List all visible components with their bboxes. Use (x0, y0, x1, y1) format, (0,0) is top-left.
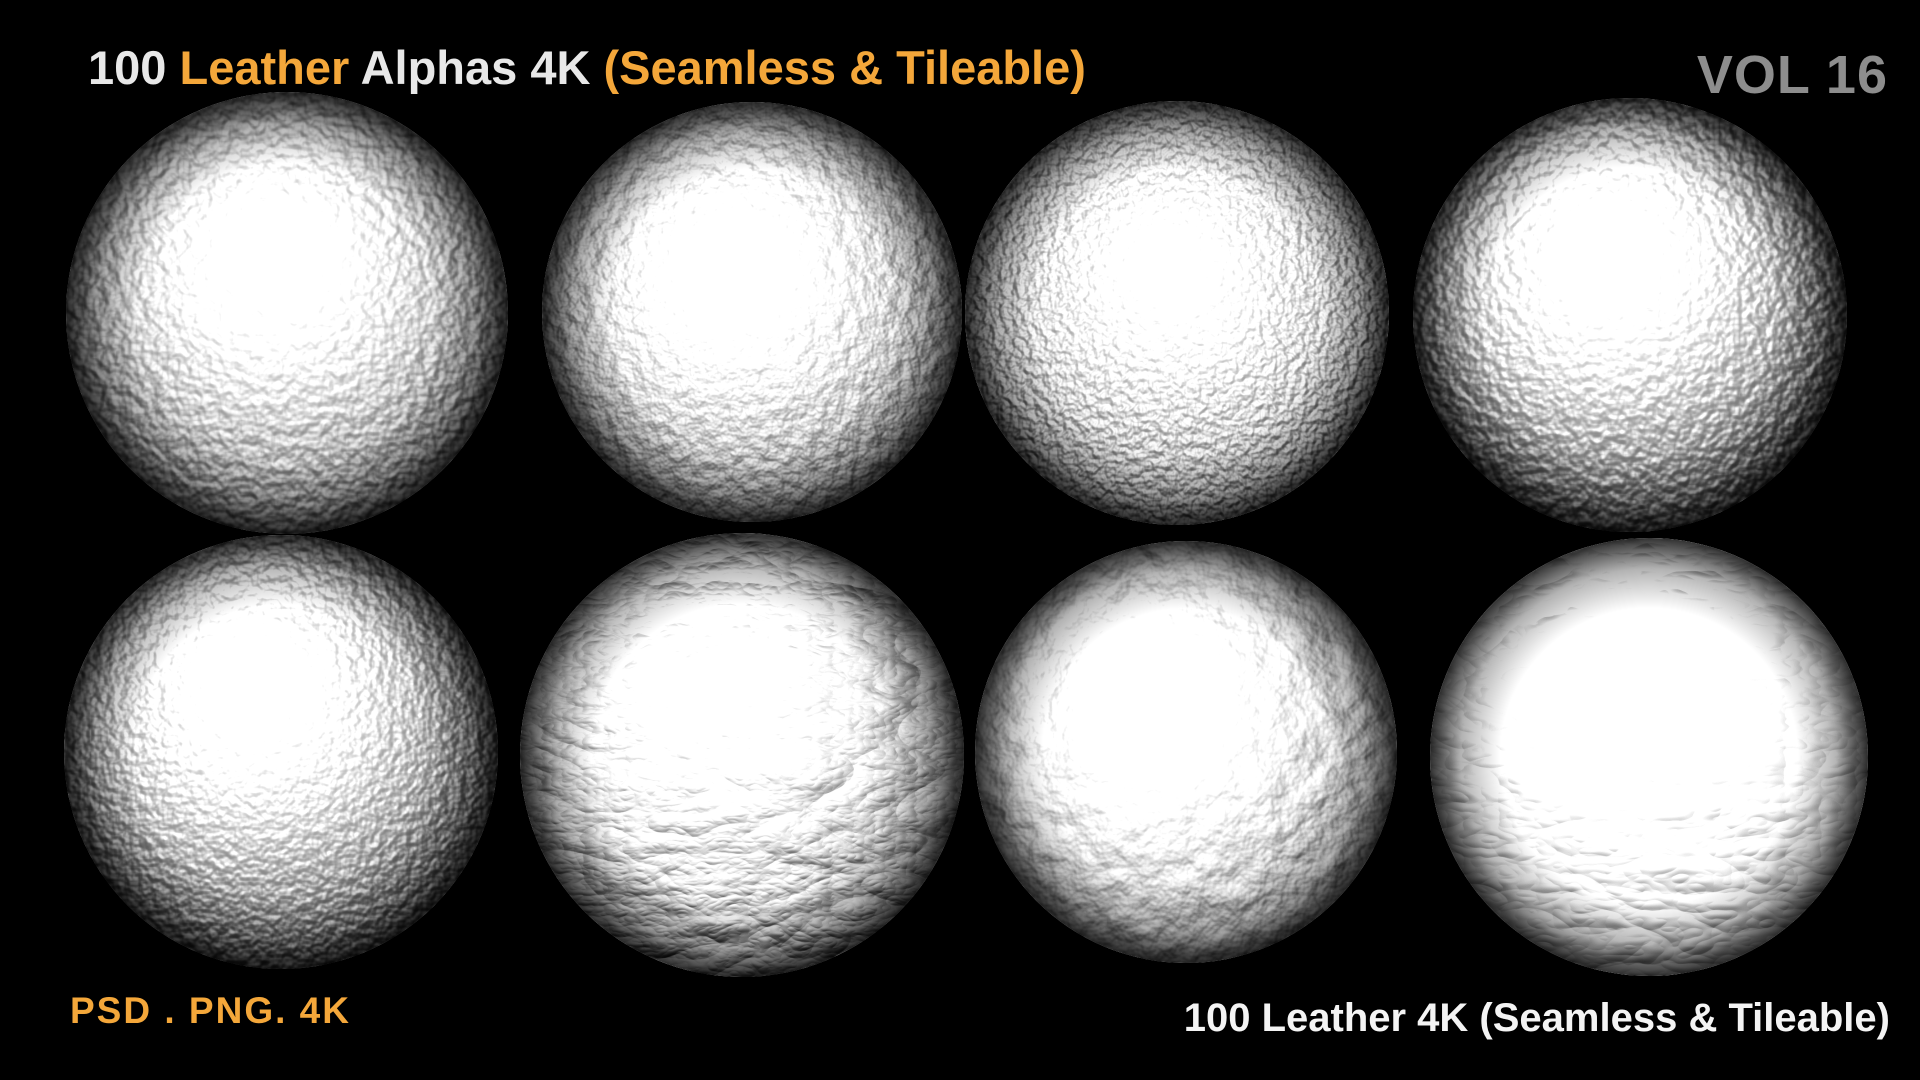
leather-sphere-5 (64, 535, 498, 969)
leather-sphere-6 (520, 533, 964, 977)
title-segment: 100 (88, 41, 180, 94)
poster-title: 100 Leather Alphas 4K (Seamless & Tileab… (88, 40, 1086, 95)
leather-sphere-4 (1413, 98, 1847, 532)
leather-sphere-7 (975, 541, 1397, 963)
file-formats-label: PSD . PNG. 4K (70, 990, 351, 1031)
leather-sphere-1 (66, 92, 508, 534)
product-label: 100 Leather 4K (Seamless & Tileable) (1183, 996, 1890, 1040)
leather-sphere-2 (542, 102, 962, 522)
title-segment: Alphas 4K (349, 41, 604, 94)
title-segment: (Seamless & Tileable) (603, 41, 1086, 94)
title-segment: Leather (179, 41, 350, 94)
leather-sphere-8 (1430, 538, 1868, 976)
leather-sphere-3 (965, 101, 1389, 525)
volume-label: VOL 16 (1696, 45, 1888, 105)
